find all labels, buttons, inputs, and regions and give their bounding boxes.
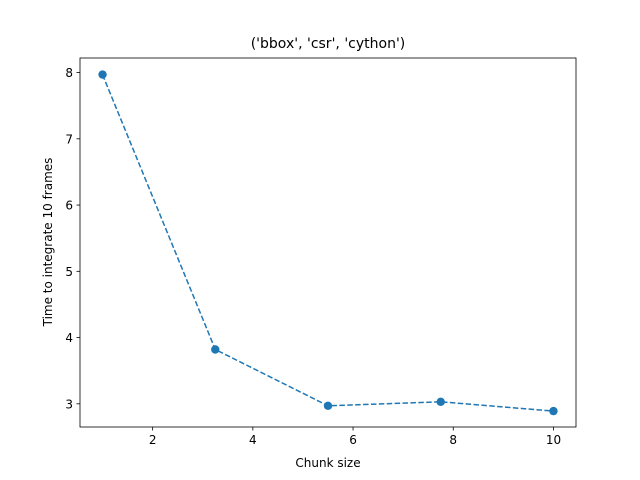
data-point <box>323 401 333 411</box>
y-tick-label: 8 <box>65 66 73 80</box>
y-axis-ticks: 3 4 5 6 7 8 <box>65 66 80 411</box>
y-tick-label: 5 <box>65 265 73 279</box>
x-axis-ticks: 2 4 6 8 10 <box>149 427 561 447</box>
data-point <box>211 345 220 354</box>
chart-title: ('bbox', 'csr', 'cython') <box>251 36 406 52</box>
series-layer <box>98 70 558 416</box>
data-point <box>549 406 558 416</box>
data-point <box>98 70 107 79</box>
x-tick-label: 10 <box>546 433 561 447</box>
x-tick-label: 4 <box>249 433 257 447</box>
x-tick-label: 6 <box>349 433 357 447</box>
plot-area <box>79 57 577 428</box>
x-axis-label: Chunk size <box>295 456 360 470</box>
plot-frame <box>79 57 577 428</box>
x-tick-label: 8 <box>449 433 457 447</box>
x-tick-label: 2 <box>149 433 157 447</box>
data-point <box>436 397 445 407</box>
y-tick-label: 4 <box>65 331 73 345</box>
y-tick-label: 7 <box>65 132 73 146</box>
y-tick-label: 3 <box>65 397 73 411</box>
y-axis-label: Time to integrate 10 frames <box>41 158 55 328</box>
y-tick-label: 6 <box>65 199 73 213</box>
